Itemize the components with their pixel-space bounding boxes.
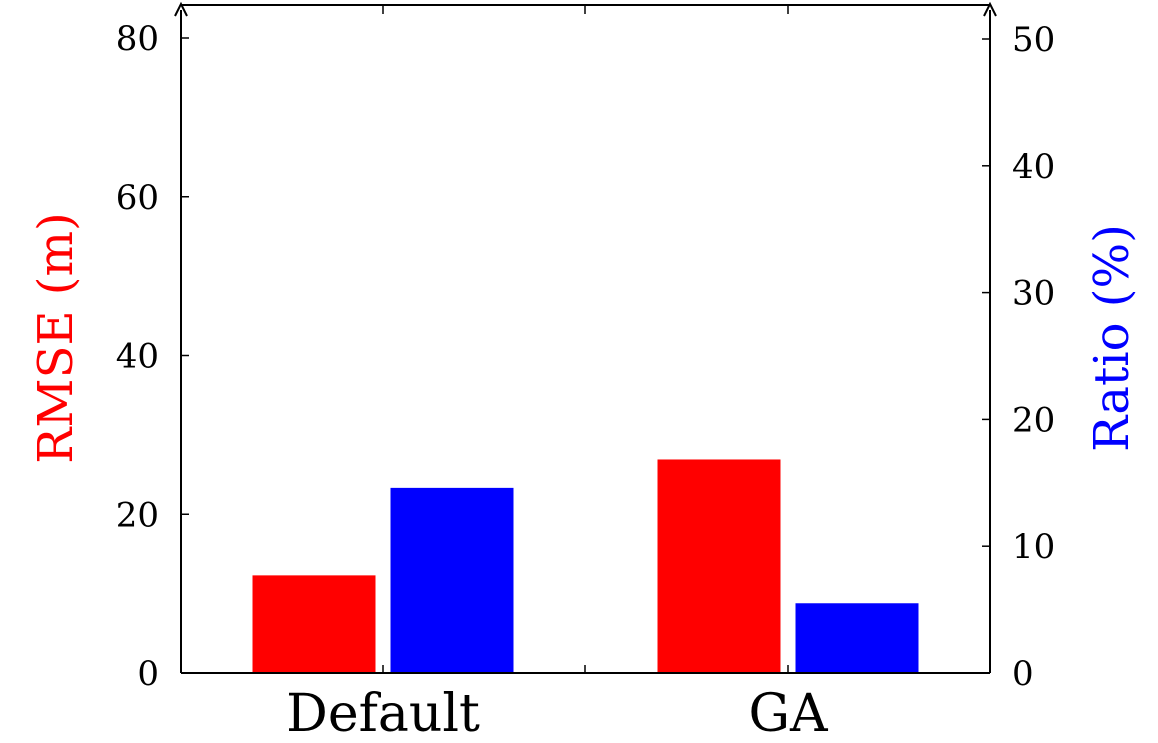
- x-tick-label: Default: [286, 684, 480, 743]
- right-tick-label: 50: [1012, 20, 1055, 60]
- x-category-ticks: Default GA: [286, 4, 829, 743]
- right-tick-label: 0: [1012, 654, 1034, 694]
- right-tick-label: 30: [1012, 274, 1055, 314]
- left-y-ticks: 0 20 40 60 80: [116, 19, 189, 694]
- left-axis-title: RMSE (m): [28, 212, 84, 463]
- bar-default-left: [252, 575, 376, 673]
- left-tick-label: 0: [137, 654, 159, 694]
- left-tick-label: 40: [116, 337, 159, 377]
- bars-group: [252, 459, 919, 673]
- right-tick-label: 40: [1012, 147, 1055, 187]
- right-y-ticks: 0 10 20 30 40 50: [982, 20, 1055, 694]
- left-tick-label: 60: [116, 178, 159, 218]
- right-axis-arrow: [983, 1, 997, 17]
- right-tick-label: 10: [1012, 527, 1055, 567]
- right-axis-title: Ratio (%): [1084, 224, 1140, 452]
- left-tick-label: 80: [116, 19, 159, 59]
- left-axis-arrow: [174, 1, 188, 17]
- bar-ga-left: [657, 459, 781, 673]
- x-tick-label: GA: [748, 684, 829, 743]
- left-tick-label: 20: [116, 495, 159, 535]
- axes-group: [174, 1, 997, 674]
- bar-default-right: [390, 487, 514, 673]
- bar-ga-right: [795, 603, 919, 673]
- right-tick-label: 20: [1012, 400, 1055, 440]
